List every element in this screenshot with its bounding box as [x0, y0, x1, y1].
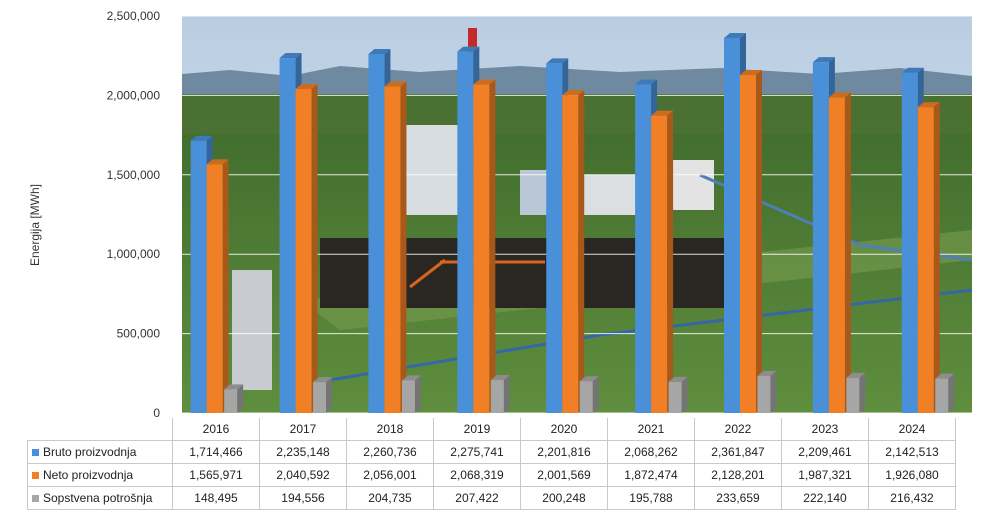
data-label: 2,209,461: [781, 440, 869, 464]
bar: [757, 370, 777, 413]
data-label: 216,432: [868, 486, 956, 510]
data-label: 207,422: [433, 486, 521, 510]
data-table: 2016 2017 2018 2019 2020 2021 2022 2023 …: [27, 418, 956, 510]
table-row-bruto: Bruto proizvodnja 1,714,466 2,235,148 2,…: [27, 440, 956, 464]
x-tick-label: 2024: [868, 418, 956, 441]
y-tick-label: 1,000,000: [107, 247, 161, 261]
data-label: 1,872,474: [607, 463, 695, 487]
bar: [579, 376, 599, 413]
legend-entry-bruto: Bruto proizvodnja: [27, 440, 173, 464]
data-label: 2,068,262: [607, 440, 695, 464]
y-axis-label: Energija [MWh]: [28, 184, 42, 266]
table-row-neto: Neto proizvodnja 1,565,971 2,040,592 2,0…: [27, 463, 956, 487]
data-label: 1,565,971: [172, 463, 260, 487]
data-label: 1,987,321: [781, 463, 869, 487]
bar: [846, 372, 866, 413]
bar: [490, 375, 510, 413]
bar: [313, 377, 333, 413]
data-label: 2,056,001: [346, 463, 434, 487]
x-tick-label: 2017: [259, 418, 347, 441]
data-label: 194,556: [259, 486, 347, 510]
data-label: 2,068,319: [433, 463, 521, 487]
y-axis-ticks: 0 500,000 1,000,000 1,500,000 2,000,000 2,500…: [107, 9, 161, 420]
data-label: 2,001,569: [520, 463, 608, 487]
x-tick-label: 2021: [607, 418, 695, 441]
series-name: Neto proizvodnja: [43, 468, 134, 482]
data-label: 2,201,816: [520, 440, 608, 464]
data-label: 233,659: [694, 486, 782, 510]
table-header-row: 2016 2017 2018 2019 2020 2021 2022 2023 …: [28, 418, 956, 441]
bar: [917, 102, 940, 414]
table-row-sopstvena: Sopstvena potrošnja 148,495 194,556 204,…: [27, 486, 956, 510]
bar: [206, 159, 229, 413]
series-name: Sopstvena potrošnja: [43, 491, 153, 505]
y-tick-label: 2,500,000: [107, 9, 161, 23]
bar: [401, 375, 421, 413]
bar: [651, 110, 674, 414]
legend-swatch-sopstvena: [32, 495, 39, 503]
bar: [740, 70, 762, 413]
y-tick-label: 1,500,000: [107, 168, 161, 182]
x-tick-label: 2018: [346, 418, 434, 441]
bar: [224, 384, 244, 413]
data-label: 200,248: [520, 486, 608, 510]
bar: [473, 79, 496, 414]
x-tick-label: 2020: [520, 418, 608, 441]
series-name: Bruto proizvodnja: [43, 445, 137, 459]
data-label: 1,714,466: [172, 440, 260, 464]
y-tick-label: 2,000,000: [107, 88, 161, 102]
bars: [190, 32, 955, 414]
data-label: 222,140: [781, 486, 869, 510]
x-tick-label: 2016: [172, 418, 260, 441]
bar: [562, 90, 585, 413]
bar: [668, 376, 688, 413]
data-label: 2,361,847: [694, 440, 782, 464]
data-label: 2,040,592: [259, 463, 347, 487]
x-tick-label: 2019: [433, 418, 521, 441]
data-label: 1,926,080: [868, 463, 956, 487]
y-tick-label: 0: [153, 406, 160, 420]
data-label: 195,788: [607, 486, 695, 510]
x-tick-label: 2023: [781, 418, 869, 441]
bar: [828, 92, 851, 413]
x-tick-label: 2022: [694, 418, 782, 441]
data-label: 204,735: [346, 486, 434, 510]
data-label: 2,260,736: [346, 440, 434, 464]
legend-swatch-neto: [32, 472, 39, 480]
y-tick-label: 500,000: [117, 327, 161, 341]
data-label: 2,142,513: [868, 440, 956, 464]
legend-swatch-bruto: [32, 449, 39, 457]
table-corner: [28, 418, 173, 441]
data-label: 2,275,741: [433, 440, 521, 464]
legend-entry-sopstvena: Sopstvena potrošnja: [27, 486, 173, 510]
data-label: 2,128,201: [694, 463, 782, 487]
bar: [384, 81, 407, 413]
legend-entry-neto: Neto proizvodnja: [27, 463, 173, 487]
data-label: 148,495: [172, 486, 260, 510]
bar: [935, 373, 955, 413]
bar: [295, 83, 318, 414]
data-label: 2,235,148: [259, 440, 347, 464]
